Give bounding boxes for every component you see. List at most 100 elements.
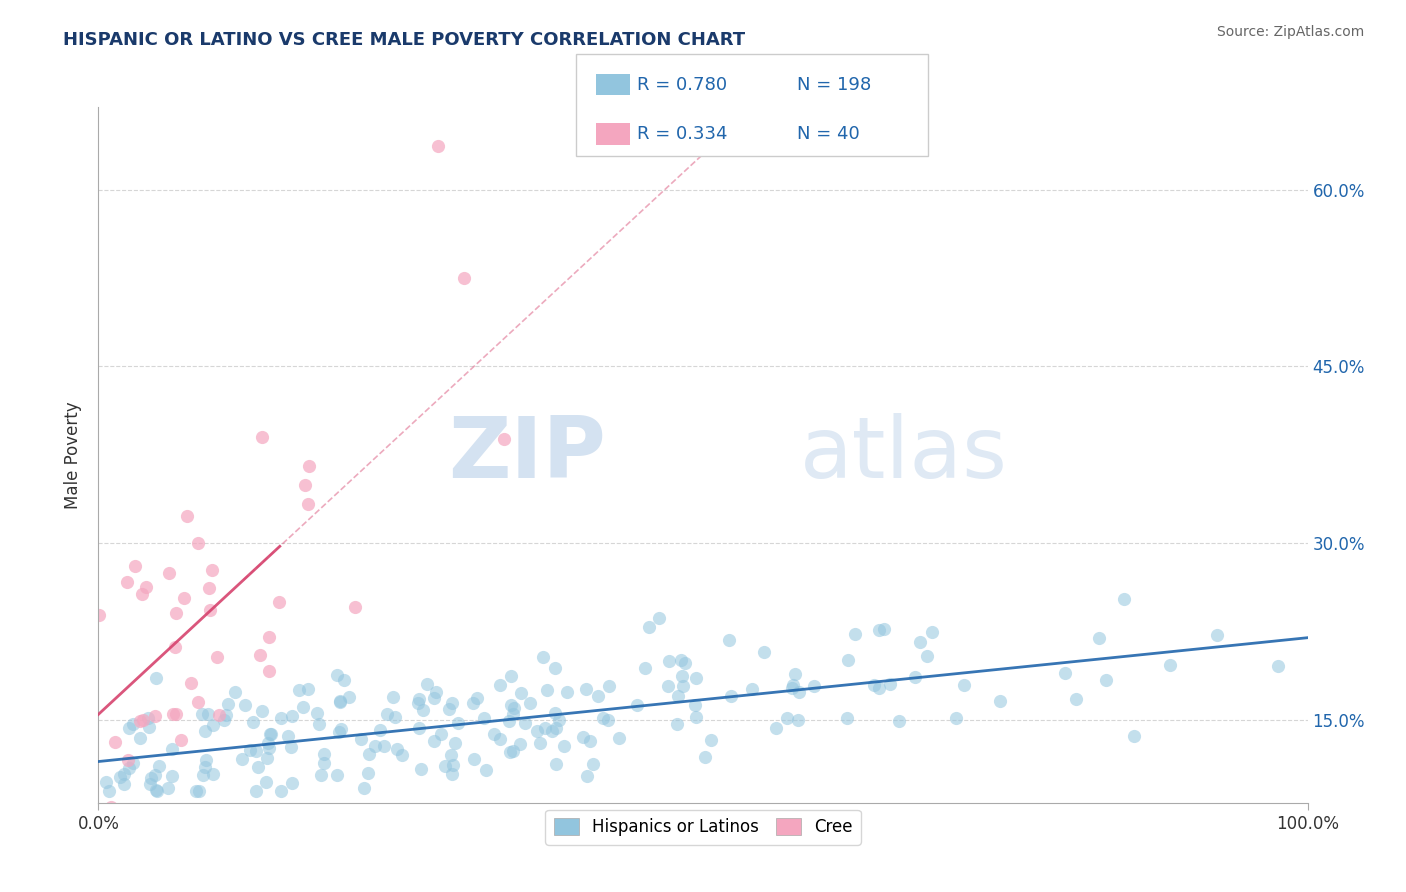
Point (835, 710, 858, 724)
Point (187, 696, 209, 710)
Point (328, 725, 350, 739)
Point (544, 661, 567, 675)
Text: N = 40: N = 40 (797, 125, 860, 143)
Point (785, 666, 807, 681)
Point (408, 692, 430, 706)
Point (332, 673, 354, 688)
Point (353, 780, 375, 795)
Point (741, 681, 763, 696)
Point (776, 711, 799, 725)
Point (441, 767, 464, 781)
Point (671, 653, 693, 667)
Point (197, 706, 219, 721)
Point (257, 736, 280, 750)
Point (626, 698, 648, 712)
Point (868, 623, 890, 637)
Point (427, 139, 450, 153)
Point (298, 458, 321, 473)
Point (904, 670, 927, 684)
Point (270, 784, 292, 798)
Point (297, 681, 319, 696)
Point (357, 766, 380, 780)
Point (509, 737, 531, 751)
Point (138, 720, 160, 734)
Point (529, 736, 551, 750)
Point (94, 774, 117, 789)
Point (453, 271, 475, 285)
Point (683, 698, 706, 712)
Point (657, 679, 679, 693)
Point (501, 698, 523, 713)
Point (329, 695, 352, 709)
Point (700, 733, 723, 747)
Point (259, 727, 281, 741)
Point (531, 649, 554, 664)
Point (145, 784, 167, 798)
Point (292, 700, 315, 714)
Point (350, 731, 373, 746)
Point (685, 710, 707, 724)
Point (502, 706, 524, 721)
Point (441, 758, 464, 772)
Point (205, 650, 228, 665)
Point (186, 536, 208, 550)
Point (1122, 729, 1144, 743)
Point (297, 497, 319, 511)
Point (765, 721, 787, 735)
Text: N = 198: N = 198 (797, 76, 872, 94)
Point (375, 706, 398, 721)
Point (786, 713, 808, 727)
Point (100, 799, 122, 814)
Point (314, 756, 336, 770)
Point (280, 740, 302, 755)
Point (596, 714, 619, 728)
Point (135, 580, 157, 594)
Point (249, 648, 271, 662)
Point (329, 722, 352, 736)
Point (575, 769, 598, 783)
Point (245, 744, 267, 758)
Point (162, 706, 184, 721)
Point (1095, 673, 1118, 688)
Point (145, 671, 167, 685)
Point (782, 678, 804, 692)
Point (434, 759, 457, 773)
Point (534, 721, 557, 735)
Point (634, 661, 657, 675)
Point (157, 781, 180, 796)
Point (988, 693, 1011, 707)
Point (488, 677, 510, 691)
Point (673, 656, 696, 670)
Point (224, 685, 246, 699)
Point (157, 566, 180, 581)
Point (277, 729, 299, 743)
Point (103, 735, 125, 749)
Point (526, 723, 548, 738)
Point (1064, 692, 1087, 706)
Point (510, 686, 533, 700)
Point (176, 509, 198, 524)
Point (246, 760, 269, 774)
Point (326, 768, 349, 782)
Point (242, 715, 264, 730)
Point (844, 627, 866, 641)
Point (188, 784, 211, 798)
Point (1159, 657, 1181, 672)
Point (695, 750, 717, 764)
Legend: Hispanics or Latinos, Cree: Hispanics or Latinos, Cree (546, 810, 860, 845)
Point (294, 478, 316, 492)
Point (343, 599, 366, 614)
Point (889, 714, 911, 728)
Point (519, 696, 541, 710)
Point (373, 739, 395, 753)
Point (384, 710, 406, 724)
Point (288, 683, 311, 698)
Point (129, 731, 152, 745)
Point (411, 763, 433, 777)
Point (239, 743, 262, 757)
Point (908, 635, 931, 649)
Point (136, 711, 159, 725)
Point (544, 706, 567, 721)
Point (112, 767, 135, 781)
Point (571, 731, 593, 745)
